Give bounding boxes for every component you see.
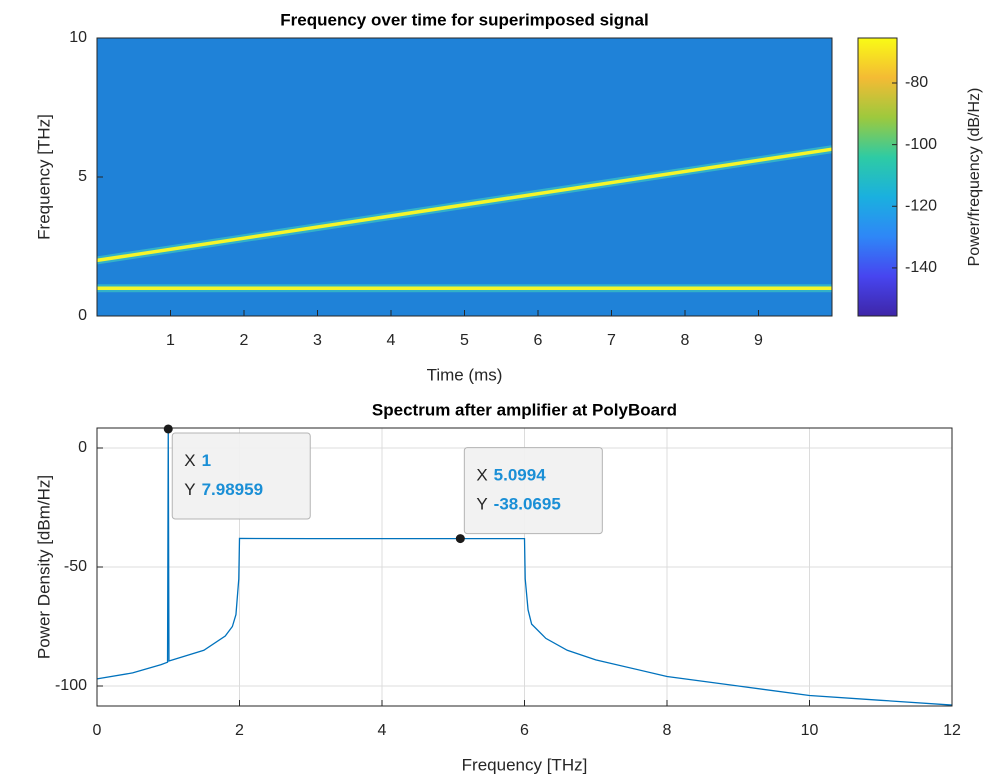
colorbar-label: Power/frequency (dB/Hz) [966, 88, 983, 267]
datatip: X 5.0994 Y -38.0695 [463, 447, 603, 535]
x-tick-label: 3 [313, 332, 322, 349]
x-tick-label: 7 [607, 332, 616, 349]
x-axis-label: Time (ms) [427, 365, 503, 384]
y-tick-label: 10 [69, 29, 87, 46]
x-tick-label: 4 [387, 332, 396, 349]
y-axis-label: Frequency [THz] [34, 114, 53, 240]
colorbar [857, 37, 898, 317]
colorbar-tick-label: -100 [905, 136, 937, 153]
datatip-x: X 5.0994 [476, 466, 546, 485]
x-tick-label: 1 [166, 332, 175, 349]
x-tick-label: 2 [235, 722, 244, 739]
y-tick-label: -100 [55, 677, 87, 694]
datatip-marker [455, 534, 465, 544]
x-tick-label: 4 [378, 722, 387, 739]
colorbar-tick-label: -80 [905, 74, 928, 91]
x-tick-label: 6 [534, 332, 543, 349]
colorbar-tick-label: -140 [905, 259, 937, 276]
x-tick-label: 6 [520, 722, 529, 739]
datatip-box [171, 432, 311, 520]
frequency-line [96, 147, 833, 263]
y-tick-label: -50 [64, 558, 87, 575]
datatip-x-value: 5.0994 [494, 466, 547, 485]
datatip-y: Y 7.98959 [184, 480, 263, 499]
x-tick-label: 9 [754, 332, 763, 349]
datatip-y-value: -38.0695 [494, 495, 561, 514]
x-tick-label: 2 [240, 332, 249, 349]
chart-title: Frequency over time for superimposed sig… [280, 10, 648, 29]
x-tick-label: 8 [681, 332, 690, 349]
y-axis-label: Power Density [dBm/Hz] [34, 475, 53, 659]
datatip-x-value: 1 [202, 451, 211, 470]
y-tick-label: 0 [78, 307, 87, 324]
spectrum-line [96, 428, 953, 706]
datatip-y-label: Y [184, 480, 195, 499]
x-tick-label: 0 [93, 722, 102, 739]
datatip-marker [163, 424, 173, 434]
x-tick-label: 8 [663, 722, 672, 739]
datatip-x-label: X [184, 451, 195, 470]
colorbar-tick-label: -120 [905, 197, 937, 214]
datatip-y-value: 7.98959 [202, 480, 263, 499]
y-tick-label: 5 [78, 168, 87, 185]
datatip: X 1Y 7.98959 [171, 432, 311, 520]
spectrogram-background [97, 38, 832, 316]
y-tick-label: 0 [78, 439, 87, 456]
datatip-x-label: X [476, 466, 487, 485]
axes-box [96, 427, 953, 707]
x-tick-label: 10 [801, 722, 819, 739]
x-axis-label: Frequency [THz] [462, 755, 588, 774]
x-tick-label: 5 [460, 332, 469, 349]
datatip-y: Y -38.0695 [476, 495, 560, 514]
x-tick-label: 12 [943, 722, 961, 739]
chart-title: Spectrum after amplifier at PolyBoard [372, 400, 677, 419]
datatip-y-label: Y [476, 495, 487, 514]
datatip-box [463, 447, 603, 535]
